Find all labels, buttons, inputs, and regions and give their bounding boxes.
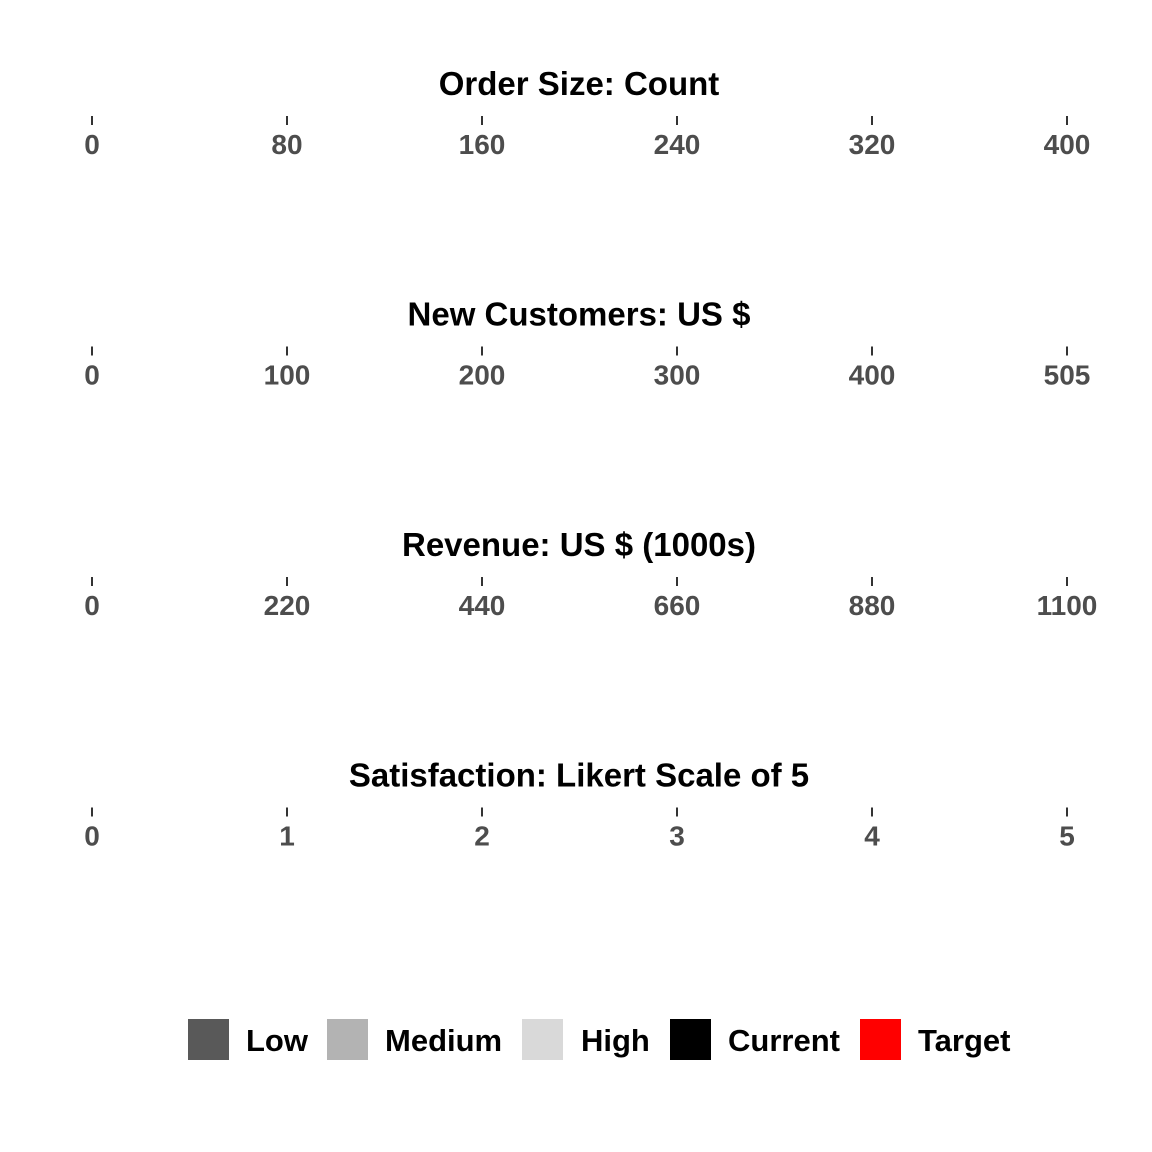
bullet-panel: Satisfaction: Likert Scale of 5 0 1 2 3 4 5 [84, 757, 1075, 852]
legend-label: Target [918, 1023, 1010, 1058]
axis-tick-label: 320 [849, 129, 896, 160]
axis-tick-label: 80 [271, 129, 302, 160]
axis-tick-label: 440 [459, 590, 506, 621]
panel-title: New Customers: US $ [408, 296, 751, 333]
axis-tick-label: 240 [654, 129, 701, 160]
bullet-panel: New Customers: US $ 0 100 200 300 400 505 [84, 296, 1090, 391]
axis-tick-label: 200 [459, 360, 506, 391]
axis-tick-label: 5 [1059, 821, 1075, 852]
axis-tick-label: 300 [654, 360, 701, 391]
legend: Low Medium High Current Target [186, 1017, 1010, 1062]
legend-swatch [325, 1017, 370, 1062]
bullet-panel: Revenue: US $ (1000s) 0 220 440 660 880 1100 [84, 526, 1097, 621]
axis-tick-label: 400 [849, 360, 896, 391]
axis-tick-label: 100 [264, 360, 311, 391]
panel-title: Order Size: Count [439, 65, 720, 102]
axis-tick-label: 0 [84, 360, 100, 391]
legend-swatch [520, 1017, 565, 1062]
legend-label: Low [246, 1023, 309, 1058]
axis-tick-label: 2 [474, 821, 490, 852]
legend-label: High [581, 1023, 650, 1058]
axis-tick-label: 1 [279, 821, 295, 852]
panel-title: Revenue: US $ (1000s) [402, 526, 756, 563]
axis-tick-label: 0 [84, 129, 100, 160]
axis-tick-label: 1100 [1037, 590, 1098, 621]
axis-tick-label: 4 [864, 821, 880, 852]
axis-tick-label: 660 [654, 590, 701, 621]
axis-tick-label: 0 [84, 821, 100, 852]
axis-tick-label: 160 [459, 129, 506, 160]
axis-tick-label: 220 [264, 590, 311, 621]
legend-label: Medium [385, 1023, 502, 1058]
panel-title: Satisfaction: Likert Scale of 5 [349, 757, 809, 794]
bullet-panel: Order Size: Count 0 80 160 240 320 400 [84, 65, 1090, 160]
axis-tick-label: 880 [849, 590, 896, 621]
legend-swatch [858, 1017, 903, 1062]
legend-label: Current [728, 1023, 840, 1058]
axis-tick-label: 400 [1044, 129, 1091, 160]
legend-swatch [668, 1017, 713, 1062]
legend-swatch [186, 1017, 231, 1062]
axis-tick-label: 505 [1044, 360, 1091, 391]
axis-tick-label: 3 [669, 821, 685, 852]
axis-tick-label: 0 [84, 590, 100, 621]
